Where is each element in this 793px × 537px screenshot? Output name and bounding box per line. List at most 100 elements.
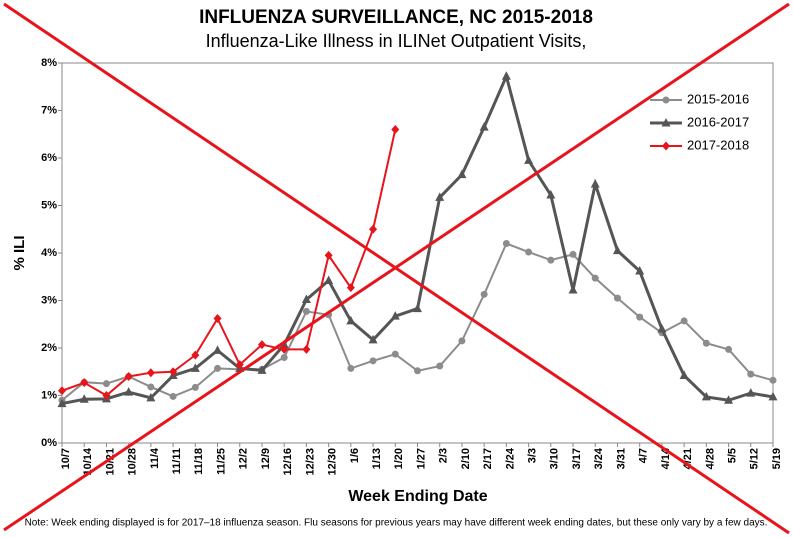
marker: [213, 345, 223, 354]
chart-subtitle: Influenza-Like Illness in ILINet Outpati…: [206, 31, 587, 51]
y-axis-label: % ILI: [11, 235, 28, 270]
marker: [457, 169, 467, 179]
marker: [635, 266, 645, 275]
y-tick-label: 7%: [41, 104, 57, 116]
marker: [569, 250, 577, 258]
marker: [435, 192, 445, 201]
x-tick-label: 12/2: [238, 448, 250, 469]
cross-line: [3, 2, 790, 532]
marker: [124, 387, 134, 396]
x-tick-label: 10/7: [60, 448, 72, 469]
marker: [302, 307, 310, 315]
marker: [657, 324, 667, 333]
y-tick-label: 8%: [41, 57, 57, 69]
x-tick-label: 2/10: [460, 448, 472, 469]
series-line: [61, 242, 774, 402]
marker: [235, 360, 244, 370]
x-tick-label: 12/30: [327, 448, 339, 476]
marker: [301, 294, 311, 304]
marker: [391, 350, 399, 358]
marker: [79, 394, 89, 403]
marker: [769, 376, 777, 384]
marker: [280, 344, 289, 354]
marker: [613, 294, 621, 302]
marker: [346, 283, 355, 293]
marker: [191, 350, 200, 360]
marker: [214, 364, 222, 372]
series-line: [61, 129, 397, 397]
marker: [702, 339, 710, 347]
marker: [190, 363, 200, 372]
x-tick-label: 12/9: [260, 448, 272, 469]
x-tick-label: 11/4: [149, 447, 161, 469]
marker: [436, 362, 444, 370]
marker: [324, 275, 334, 285]
marker: [257, 340, 266, 350]
marker: [568, 285, 578, 294]
x-tick-label: 12/16: [282, 448, 294, 476]
x-tick-label: 1/6: [349, 448, 361, 463]
x-tick-label: 3/24: [593, 447, 605, 469]
marker: [525, 248, 533, 256]
marker: [58, 386, 66, 396]
y-tick-label: 3%: [41, 294, 57, 306]
marker: [546, 190, 556, 199]
marker: [169, 367, 178, 377]
y-tick-label: 5%: [41, 199, 57, 211]
legend: 2015-2016 2016-2017 2017-2018: [650, 91, 749, 152]
marker: [146, 392, 156, 402]
marker: [502, 240, 510, 247]
x-tick-label: 11/25: [215, 448, 227, 475]
y-tick-label: 1%: [41, 389, 57, 401]
marker: [747, 370, 755, 378]
marker: [480, 290, 488, 298]
x-tick-label: 10/21: [104, 448, 116, 476]
marker: [102, 380, 110, 388]
y-tick-label: 0%: [41, 437, 57, 449]
y-tick-label: 2%: [41, 342, 57, 354]
marker: [391, 125, 400, 134]
x-tick-label: 11/11: [171, 448, 183, 474]
marker: [346, 315, 356, 325]
marker: [590, 179, 600, 188]
marker: [80, 378, 89, 388]
x-tick-label: 4/7: [638, 448, 650, 463]
marker: [191, 383, 199, 391]
marker: [612, 245, 622, 255]
x-tick-label: 5/5: [726, 448, 738, 463]
marker: [524, 155, 534, 164]
note: Note: Week ending displayed is for 2017–…: [25, 518, 768, 529]
marker: [324, 250, 333, 260]
marker: [479, 122, 489, 131]
x-tick-label: 2/3: [438, 448, 450, 463]
marker: [169, 392, 177, 400]
marker: [280, 354, 288, 361]
x-tick-label: 1/13: [371, 448, 383, 469]
x-tick-label: 12/23: [304, 448, 316, 476]
x-tick-label: 1/20: [393, 448, 405, 469]
x-tick-label: 3/31: [615, 448, 627, 469]
x-tick-label: 2/24: [504, 447, 516, 469]
x-axis-label: Week Ending Date: [348, 488, 487, 505]
marker: [701, 391, 711, 401]
y-tick-label: 4%: [41, 247, 57, 259]
x-tick-label: 3/3: [527, 448, 539, 463]
marker: [414, 367, 421, 375]
marker: [662, 141, 670, 151]
marker: [591, 274, 599, 282]
marker: [746, 388, 756, 397]
marker: [768, 391, 778, 401]
marker: [547, 256, 555, 264]
marker: [257, 365, 267, 374]
chart-title: INFLUENZA SURVEILLANCE, NC 2015-2018: [199, 7, 593, 28]
x-tick-label: 5/12: [749, 448, 761, 469]
marker: [680, 317, 688, 325]
x-tick-label: 1/27: [415, 448, 427, 469]
marker: [501, 71, 511, 80]
x-tick-label: 11/18: [193, 448, 205, 475]
x-tick-label: 4/28: [704, 448, 716, 469]
marker: [368, 334, 378, 344]
marker: [413, 303, 422, 313]
marker: [102, 391, 111, 400]
